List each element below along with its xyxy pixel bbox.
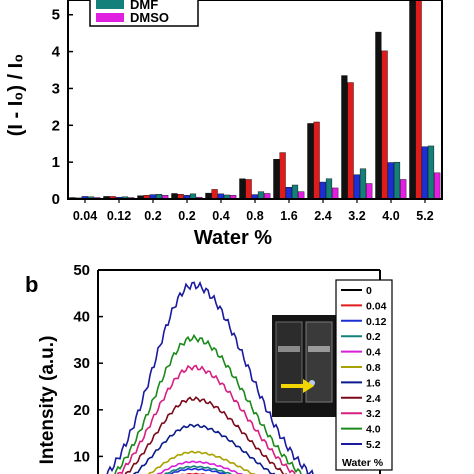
spectrum-line <box>116 364 296 474</box>
y-tick-label: 4 <box>52 44 61 61</box>
x-tick-label: 0.2 <box>178 209 195 223</box>
legend-swatch <box>96 0 124 9</box>
bar <box>239 178 246 200</box>
bar <box>347 82 354 200</box>
vial-left-cap <box>278 346 300 352</box>
legend: DMF DMSO <box>89 0 199 27</box>
x-tick-labels: 0.04 0.12 0.2 0.2 0.4 0.8 1.6 2.4 3.2 4.0 5.2 <box>73 199 434 223</box>
bar <box>307 123 314 200</box>
y-tick-label: 50 <box>73 262 90 279</box>
y-tick-label: 0 <box>52 191 60 208</box>
x-tick-label: 2.4 <box>314 209 331 223</box>
panel-label-b: b <box>25 272 38 297</box>
legend-label: 0.4 <box>366 347 381 359</box>
legend-label: 4.0 <box>366 424 381 436</box>
y-tick-label: 1 <box>52 154 60 171</box>
y-axis-label: (I - I₀) / I₀ <box>5 54 27 136</box>
inset-photo <box>272 315 338 417</box>
bar <box>375 31 382 200</box>
bar <box>341 75 348 200</box>
legend-swatch <box>96 13 124 22</box>
legend-box <box>335 279 393 471</box>
bar <box>313 121 320 200</box>
bar <box>291 184 299 200</box>
arrow-icon <box>303 379 314 393</box>
legend-entries: 0 0.04 0.12 0.2 0.4 0.8 1.6 2.4 3.2 4.0 5.2 <box>341 285 387 451</box>
y-tick-label: 5 <box>52 7 60 24</box>
x-tick-label: 5.2 <box>416 209 433 223</box>
bar <box>359 168 367 200</box>
bar <box>273 158 280 200</box>
y-tick-label: 2 <box>52 117 60 134</box>
bar <box>421 146 428 200</box>
bar-group <box>69 0 441 200</box>
legend: 0 0.04 0.12 0.2 0.4 0.8 1.6 2.4 3.2 4.0 5.2 Water … <box>335 279 393 471</box>
bar <box>211 189 218 200</box>
y-tick-label: 20 <box>73 402 90 419</box>
legend-label-dmso: DMSO <box>130 10 169 25</box>
legend-label: 5.2 <box>366 439 381 451</box>
bar <box>319 181 326 200</box>
y-tick-label: 10 <box>73 448 90 465</box>
bar <box>257 191 265 200</box>
vial-right <box>305 321 333 403</box>
spectrum-line <box>124 396 288 474</box>
bar <box>427 145 435 200</box>
bar <box>381 50 388 200</box>
bar <box>285 187 292 200</box>
legend-label: 0 <box>366 285 372 297</box>
x-tick-label: 0.04 <box>73 209 97 223</box>
x-tick-label: 0.2 <box>144 209 161 223</box>
vial-left <box>275 321 303 403</box>
bar <box>353 174 360 200</box>
x-tick-label: 0.4 <box>212 209 229 223</box>
bar <box>325 178 333 200</box>
x-tick-label: 0.8 <box>246 209 263 223</box>
legend-label: 0.8 <box>366 362 381 374</box>
spectrum-lines <box>106 280 314 474</box>
vial-right-cap <box>308 346 330 352</box>
bar <box>245 179 252 200</box>
spectrum-line <box>114 333 307 474</box>
bar <box>400 179 407 200</box>
legend-label: 0.2 <box>366 331 381 343</box>
x-tick-label: 0.12 <box>107 209 131 223</box>
x-tick-label: 4.0 <box>382 209 399 223</box>
y-tick-labels: 10 20 30 40 50 <box>73 262 103 465</box>
bar <box>409 0 416 200</box>
legend-label: 3.2 <box>366 408 381 420</box>
legend-title: Water % <box>342 457 384 469</box>
bar <box>393 161 401 200</box>
legend-label: 1.6 <box>366 377 381 389</box>
y-tick-label: 40 <box>73 309 90 326</box>
bar <box>366 183 373 200</box>
spectrum-line <box>106 280 314 474</box>
y-tick-label: 30 <box>73 355 90 372</box>
bar <box>434 172 441 200</box>
legend-label: 0.04 <box>366 300 387 312</box>
x-axis-label: Water % <box>194 227 272 249</box>
bar <box>298 191 305 200</box>
spectrum-line <box>147 450 256 474</box>
legend-label-dmf: DMF <box>130 0 158 12</box>
x-tick-label: 3.2 <box>348 209 365 223</box>
spectrum-line <box>133 423 276 474</box>
bar <box>332 187 339 200</box>
panel-a-bar-chart: 0 1 2 3 4 5 0.04 0.12 0.2 0.2 0.4 0.8 1.6 2.4 3.2 4.0 5… <box>5 0 443 249</box>
legend-label: 2.4 <box>366 393 381 405</box>
y-axis-label: Intensity (a.u.) <box>37 336 58 465</box>
bar <box>279 152 286 200</box>
y-tick-labels: 0 1 2 3 4 5 <box>52 7 73 208</box>
bar <box>387 162 394 200</box>
legend-label: 0.12 <box>366 316 387 328</box>
x-tick-label: 1.6 <box>280 209 297 223</box>
bar <box>415 0 422 200</box>
y-tick-label: 3 <box>52 80 60 97</box>
plot-frame <box>67 0 443 200</box>
